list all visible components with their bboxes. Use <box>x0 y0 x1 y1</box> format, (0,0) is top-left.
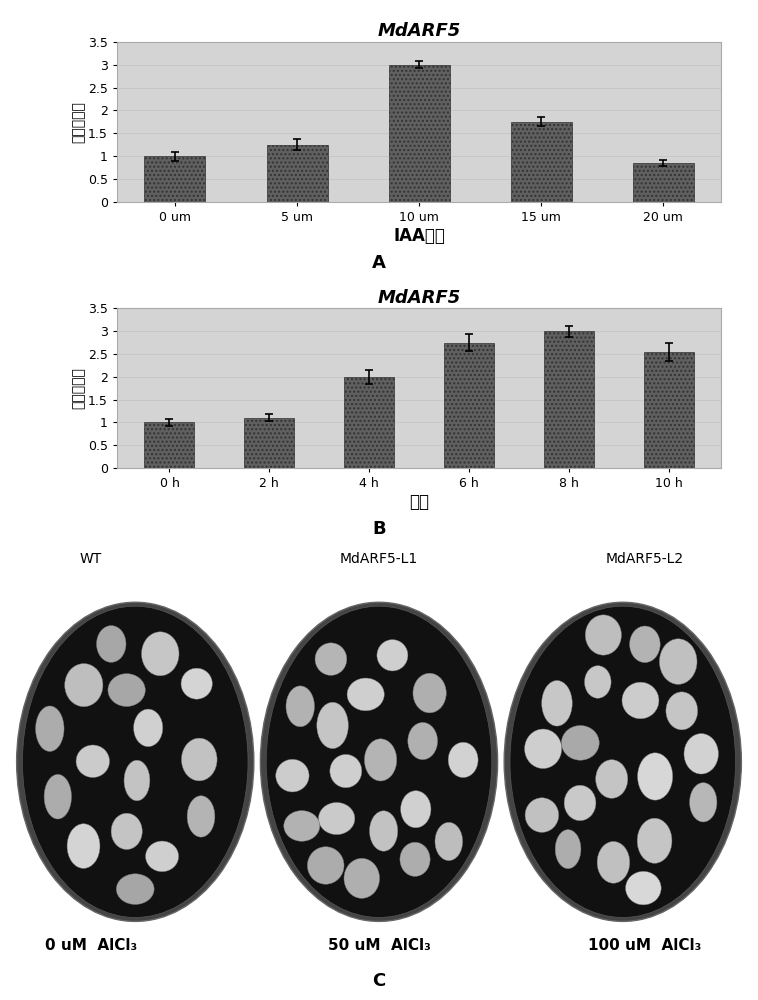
Ellipse shape <box>181 738 217 781</box>
Title: MdARF5: MdARF5 <box>377 289 461 307</box>
Ellipse shape <box>369 811 398 851</box>
Text: 0 uM  AlCl₃: 0 uM AlCl₃ <box>45 938 137 953</box>
Ellipse shape <box>318 802 355 835</box>
Ellipse shape <box>23 606 248 917</box>
Ellipse shape <box>283 811 320 841</box>
Text: 100 uM  AlCl₃: 100 uM AlCl₃ <box>587 938 701 953</box>
Bar <box>344 377 394 468</box>
Ellipse shape <box>142 632 179 676</box>
Text: WT: WT <box>80 552 102 566</box>
Bar <box>444 342 494 468</box>
Ellipse shape <box>659 639 697 684</box>
Ellipse shape <box>308 847 344 884</box>
Ellipse shape <box>401 791 431 828</box>
Ellipse shape <box>435 822 462 861</box>
Bar <box>389 65 449 202</box>
Ellipse shape <box>630 626 660 663</box>
Ellipse shape <box>585 615 622 655</box>
Ellipse shape <box>690 783 717 822</box>
Bar <box>244 418 294 468</box>
Ellipse shape <box>96 626 126 662</box>
Bar <box>632 163 694 202</box>
Bar <box>145 422 194 468</box>
Text: 50 uM  AlCl₃: 50 uM AlCl₃ <box>327 938 431 953</box>
Ellipse shape <box>555 830 581 869</box>
Ellipse shape <box>622 682 659 719</box>
Ellipse shape <box>377 640 408 671</box>
Ellipse shape <box>504 602 741 921</box>
Ellipse shape <box>408 722 437 760</box>
Ellipse shape <box>510 606 735 917</box>
Ellipse shape <box>116 874 154 904</box>
Ellipse shape <box>44 774 71 819</box>
Text: C: C <box>372 972 386 990</box>
Ellipse shape <box>187 796 215 837</box>
Ellipse shape <box>525 798 559 832</box>
X-axis label: 时间: 时间 <box>409 493 429 511</box>
Ellipse shape <box>286 686 315 727</box>
Ellipse shape <box>67 824 100 868</box>
Ellipse shape <box>317 702 349 749</box>
Ellipse shape <box>637 818 672 863</box>
Ellipse shape <box>261 602 497 921</box>
Y-axis label: 相对表达量: 相对表达量 <box>71 367 85 409</box>
Text: B: B <box>372 520 386 538</box>
X-axis label: IAA浓度: IAA浓度 <box>393 227 445 245</box>
Ellipse shape <box>344 858 380 898</box>
Text: MdARF5-L2: MdARF5-L2 <box>605 552 684 566</box>
Ellipse shape <box>108 674 146 706</box>
Bar <box>267 145 327 202</box>
Ellipse shape <box>625 871 661 905</box>
Title: MdARF5: MdARF5 <box>377 22 461 40</box>
Ellipse shape <box>76 745 109 778</box>
Bar <box>145 156 205 202</box>
Bar <box>543 331 594 468</box>
Ellipse shape <box>315 643 346 675</box>
Ellipse shape <box>596 760 628 798</box>
Ellipse shape <box>266 606 492 917</box>
Ellipse shape <box>400 842 430 876</box>
Bar <box>644 352 694 468</box>
Ellipse shape <box>562 725 600 760</box>
Ellipse shape <box>146 841 179 872</box>
Ellipse shape <box>542 680 572 726</box>
Ellipse shape <box>347 678 384 711</box>
Ellipse shape <box>124 760 150 801</box>
Ellipse shape <box>448 742 478 778</box>
Text: A: A <box>372 254 386 272</box>
Ellipse shape <box>276 759 309 792</box>
Ellipse shape <box>36 706 64 751</box>
Ellipse shape <box>181 668 212 699</box>
Ellipse shape <box>525 729 562 769</box>
Ellipse shape <box>133 709 163 747</box>
Y-axis label: 相对表达量: 相对表达量 <box>71 101 85 143</box>
Ellipse shape <box>365 739 396 781</box>
Ellipse shape <box>111 813 143 850</box>
Ellipse shape <box>564 785 596 821</box>
Ellipse shape <box>666 692 697 730</box>
Ellipse shape <box>597 841 630 883</box>
Ellipse shape <box>684 734 719 774</box>
Text: MdARF5-L1: MdARF5-L1 <box>340 552 418 566</box>
Ellipse shape <box>637 753 672 800</box>
Ellipse shape <box>17 602 254 921</box>
Ellipse shape <box>330 754 362 788</box>
Ellipse shape <box>584 666 611 698</box>
Bar <box>511 122 572 202</box>
Ellipse shape <box>64 664 103 707</box>
Ellipse shape <box>413 673 446 713</box>
